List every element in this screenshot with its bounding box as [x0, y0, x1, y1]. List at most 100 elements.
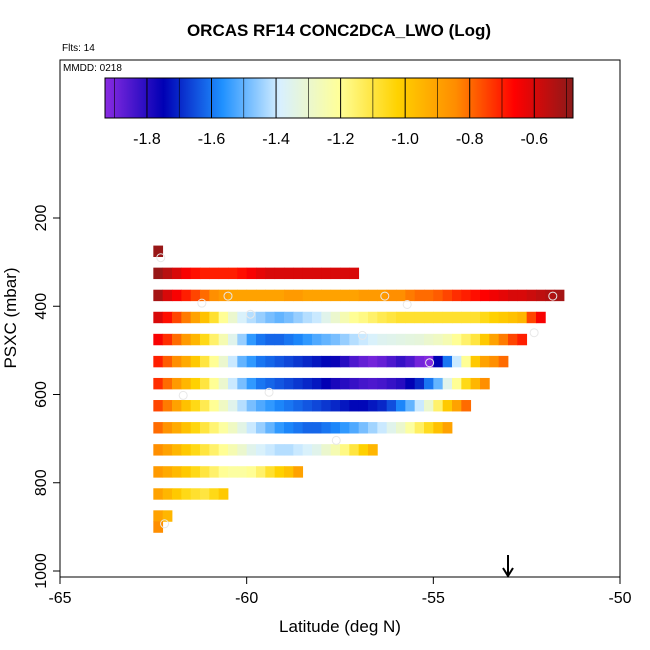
heatmap-cell: [274, 311, 285, 324]
heatmap-cell: [265, 466, 276, 478]
heatmap-cell: [489, 355, 500, 368]
heatmap-cell: [218, 444, 229, 456]
heatmap-cell: [442, 400, 453, 412]
heatmap-cell: [209, 422, 220, 434]
heatmap-cell: [265, 267, 276, 280]
heatmap-cell: [368, 444, 378, 456]
heatmap-cell: [508, 333, 518, 346]
heatmap-cell: [293, 355, 304, 368]
heatmap-cell: [246, 377, 257, 390]
heatmap-cell: [340, 333, 350, 346]
heatmap-cell: [358, 422, 369, 434]
heatmap-cell: [377, 333, 388, 346]
heatmap-cell: [377, 422, 388, 434]
mmdd-label: MMDD: 0218: [63, 63, 122, 74]
heatmap-cell: [172, 466, 182, 478]
heatmap-cell: [358, 289, 369, 302]
heatmap-cell: [190, 422, 201, 434]
flights-label: Flts: 14: [62, 43, 95, 54]
heatmap-cell: [321, 422, 332, 434]
heatmap-cell: [349, 422, 360, 434]
heatmap-cell: [153, 311, 164, 324]
heatmap-cell: [200, 400, 210, 412]
heatmap-cell: [321, 377, 332, 390]
heatmap-cell: [209, 400, 220, 412]
heatmap-cell: [302, 355, 313, 368]
heatmap-cell: [368, 355, 378, 368]
heatmap-cell: [424, 377, 434, 390]
heatmap-cell: [414, 422, 425, 434]
heatmap-cell: [302, 333, 313, 346]
heatmap-cell: [470, 311, 481, 324]
heatmap-cell: [517, 311, 528, 324]
heatmap-cell: [377, 400, 388, 412]
heatmap-cell: [517, 333, 528, 346]
heatmap-cell: [452, 311, 462, 324]
heatmap-cell: [293, 400, 304, 412]
heatmap-cell: [405, 400, 416, 412]
heatmap-cell: [396, 422, 406, 434]
heatmap-cell: [237, 333, 248, 346]
heatmap-cell: [358, 311, 369, 324]
heatmap-cell: [237, 444, 248, 456]
heatmap-cell: [181, 267, 192, 280]
flight-marker: [425, 358, 435, 368]
heatmap-cell: [293, 444, 304, 456]
heatmap-cell: [293, 333, 304, 346]
heatmap-cell: [246, 289, 257, 302]
heatmap-cell: [209, 466, 220, 478]
heatmap-cell: [153, 466, 164, 478]
x-axis: -65 -60 -55 -50: [48, 577, 632, 607]
heatmap-cell: [340, 377, 350, 390]
heatmap-cell: [190, 444, 201, 456]
heatmap-cell: [293, 466, 304, 478]
heatmap-cell: [386, 355, 397, 368]
heatmap-cell: [284, 267, 294, 280]
flight-marker: [402, 299, 412, 309]
heatmap-cell: [293, 267, 304, 280]
heatmap-cell: [228, 444, 238, 456]
heatmap-cell: [433, 289, 444, 302]
heatmap-cell: [293, 311, 304, 324]
heatmap-cell: [302, 289, 313, 302]
heatmap-cell: [153, 444, 164, 456]
heatmap-cell: [246, 422, 257, 434]
heatmap-cell: [498, 355, 509, 368]
heatmap-cell: [190, 400, 201, 412]
heatmap-cell: [246, 466, 257, 478]
heatmap-cell: [284, 422, 294, 434]
x-tick-label: -65: [48, 590, 71, 607]
heatmap-cell: [480, 355, 490, 368]
flight-marker: [357, 330, 367, 340]
colorbar-tick-label: -1.6: [198, 131, 226, 148]
heatmap-cell: [172, 444, 182, 456]
heatmap-cell: [293, 377, 304, 390]
flight-marker: [245, 309, 255, 319]
heatmap-cell: [358, 355, 369, 368]
heatmap-cell: [489, 311, 500, 324]
heatmap-cell: [246, 444, 257, 456]
heatmap-cell: [228, 422, 238, 434]
heatmap-cell: [386, 422, 397, 434]
x-tick-label: -55: [422, 590, 445, 607]
heatmap-cell: [153, 245, 164, 258]
heatmap-cell: [190, 311, 201, 324]
heatmap-cell: [396, 289, 406, 302]
heatmap-cell: [181, 333, 192, 346]
heatmap-cell: [340, 355, 350, 368]
heatmap-cell: [330, 267, 341, 280]
heatmap-cell: [153, 289, 164, 302]
heatmap-cell: [200, 422, 210, 434]
heatmap-cell: [340, 289, 350, 302]
heatmap-cell: [274, 355, 285, 368]
heatmap-cell: [265, 444, 276, 456]
heatmap-cell: [246, 333, 257, 346]
heatmap-cell: [284, 466, 294, 478]
heatmap-cell: [200, 267, 210, 280]
colorbar-tick-label: -1.2: [327, 131, 355, 148]
heatmap-cell: [330, 422, 341, 434]
flight-marker: [331, 435, 341, 445]
heatmap-cell: [218, 466, 229, 478]
heatmap-cell: [545, 289, 556, 302]
heatmap-cell: [330, 444, 341, 456]
